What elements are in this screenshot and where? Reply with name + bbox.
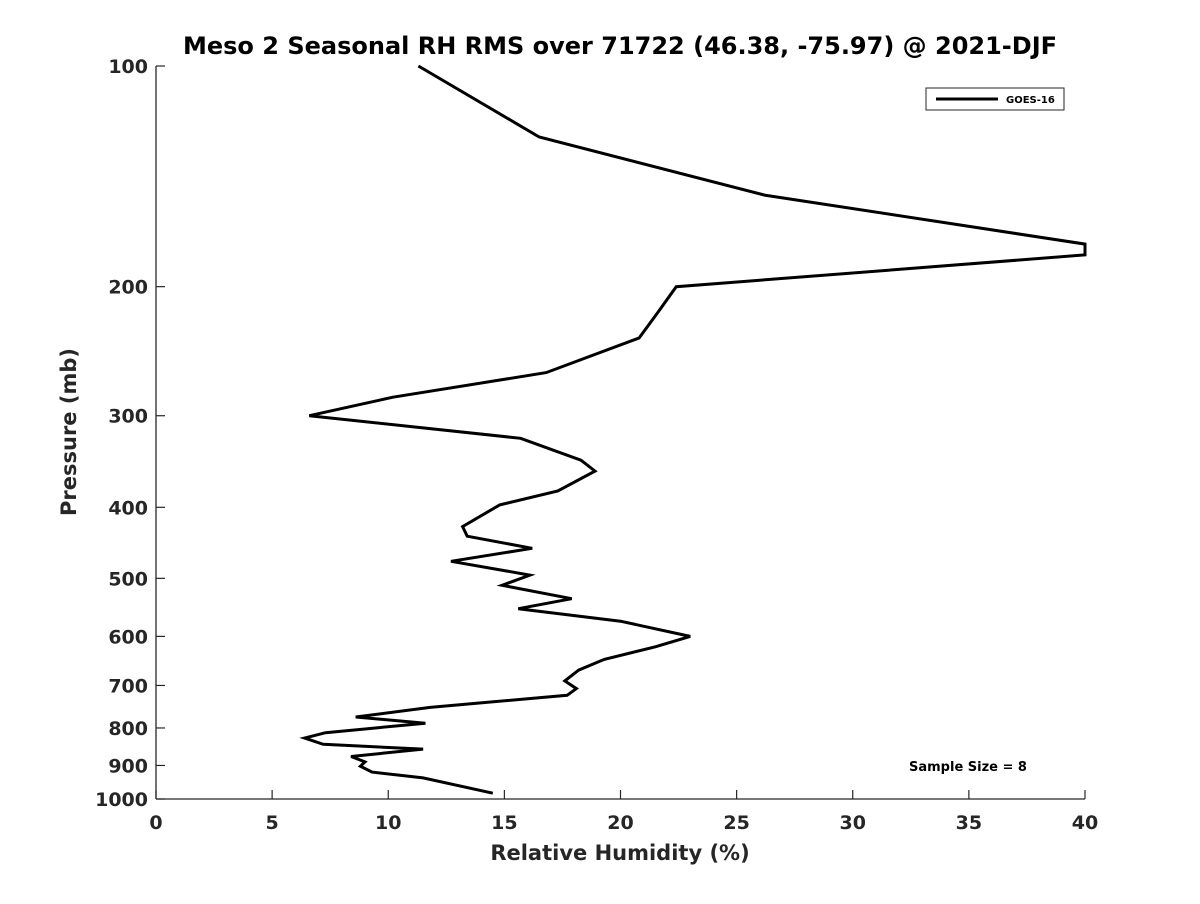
sample-size-annotation: Sample Size = 8 — [909, 760, 1027, 775]
legend-label-goes-16: GOES-16 — [1006, 95, 1055, 106]
y-tick-label: 500 — [108, 568, 148, 590]
x-tick-label: 0 — [149, 812, 162, 834]
y-axis-label: Pressure (mb) — [57, 348, 81, 516]
legend: GOES-16 — [925, 87, 1065, 111]
x-tick-label: 40 — [1072, 812, 1098, 834]
y-tick-label: 600 — [108, 626, 148, 648]
y-tick-label: 400 — [108, 497, 148, 519]
x-tick-label: 15 — [491, 812, 517, 834]
x-tick-label: 25 — [723, 812, 749, 834]
chart-title: Meso 2 Seasonal RH RMS over 71722 (46.38… — [183, 32, 1057, 60]
series-layer — [299, 64, 1087, 795]
x-axis-label: Relative Humidity (%) — [490, 841, 749, 865]
x-tick-label: 20 — [607, 812, 633, 834]
series-line-goes-16 — [299, 64, 1087, 795]
x-axis-ticks: 0 5 10 15 20 25 30 35 40 — [149, 790, 1098, 834]
y-tick-label: 800 — [108, 718, 148, 740]
y-axis-ticks: 100 200 300 400 500 600 700 800 900 1000 — [95, 56, 165, 811]
x-tick-label: 35 — [956, 812, 982, 834]
x-tick-label: 5 — [266, 812, 279, 834]
x-tick-label: 10 — [375, 812, 401, 834]
y-tick-label: 700 — [108, 675, 148, 697]
y-tick-label: 1000 — [95, 789, 148, 811]
y-tick-label: 300 — [108, 406, 148, 428]
y-tick-label: 100 — [108, 56, 148, 78]
x-tick-label: 30 — [840, 812, 866, 834]
y-tick-label: 900 — [108, 755, 148, 777]
y-tick-label: 200 — [108, 277, 148, 299]
